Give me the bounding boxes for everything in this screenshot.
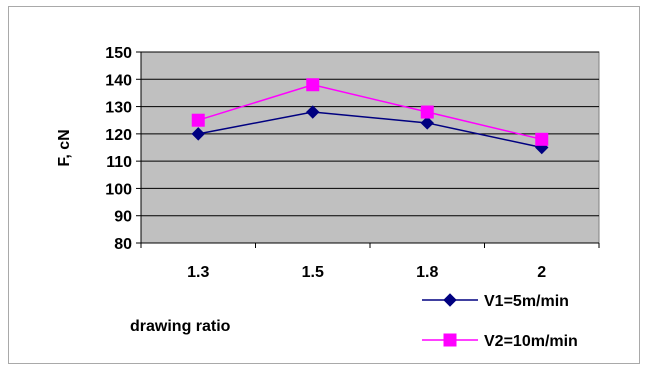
legend-label-2: V2=10m/min bbox=[484, 333, 578, 350]
y-tick-label: 90 bbox=[114, 209, 132, 226]
series-line-1 bbox=[198, 111, 542, 149]
y-tick-label: 100 bbox=[105, 181, 132, 198]
data-point bbox=[420, 116, 434, 130]
y-axis-label: F, cN bbox=[56, 129, 73, 166]
legend-marker-1 bbox=[443, 293, 457, 307]
data-point bbox=[420, 105, 434, 119]
data-point bbox=[306, 78, 320, 92]
data-point bbox=[191, 127, 205, 141]
y-tick-label: 130 bbox=[105, 100, 132, 117]
y-tick-label: 110 bbox=[106, 154, 132, 171]
legend-marker-2 bbox=[443, 333, 457, 347]
legend-label-1: V1=5m/min bbox=[484, 293, 569, 310]
x-axis-label: drawing ratio bbox=[130, 318, 231, 335]
data-point bbox=[535, 132, 549, 146]
x-tick-label: 1.3 bbox=[187, 264, 209, 281]
x-tick-label: 1.5 bbox=[302, 264, 324, 281]
x-tick-label: 2 bbox=[537, 264, 546, 281]
data-point bbox=[191, 113, 205, 127]
y-tick-label: 150 bbox=[105, 45, 132, 62]
x-tick-label: 1.8 bbox=[416, 264, 438, 281]
data-point bbox=[306, 105, 320, 119]
y-tick-label: 140 bbox=[105, 72, 132, 89]
plot-area bbox=[140, 51, 600, 244]
series-line-2 bbox=[198, 83, 542, 141]
y-tick-label: 80 bbox=[114, 236, 132, 253]
y-tick-label: 120 bbox=[105, 127, 132, 144]
